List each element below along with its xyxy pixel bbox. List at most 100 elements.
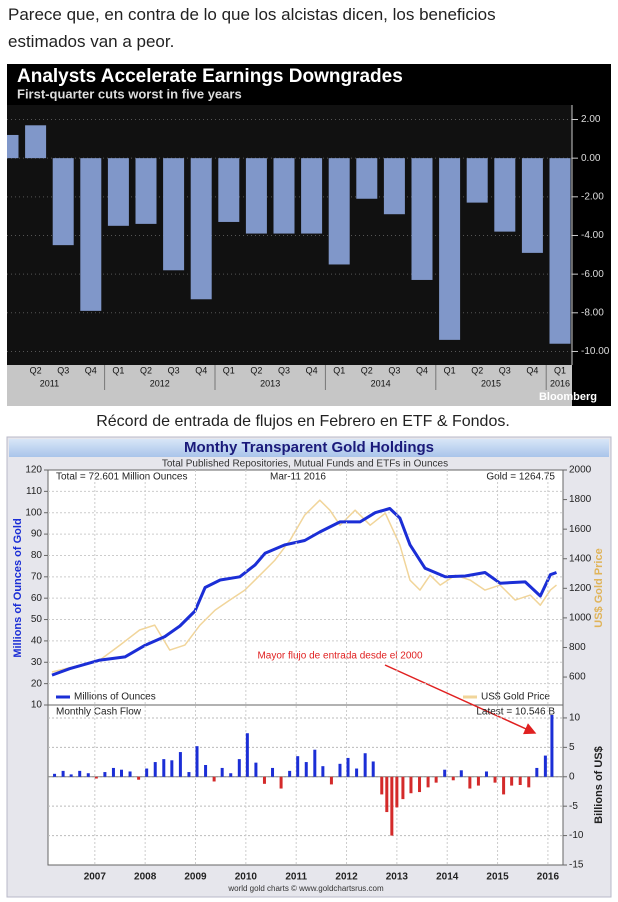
bar bbox=[383, 158, 405, 215]
x-tick-label: 2007 bbox=[84, 872, 107, 883]
caption: Récord de entrada de flujos en Febrero e… bbox=[96, 413, 510, 430]
bar bbox=[535, 767, 539, 777]
bar bbox=[355, 768, 359, 777]
bar bbox=[163, 158, 185, 271]
bar bbox=[162, 759, 166, 777]
x-tick-label: 2010 bbox=[235, 872, 258, 883]
x-tick-label: Q1 bbox=[444, 365, 456, 375]
group-label: 2014 bbox=[371, 378, 391, 388]
bar bbox=[262, 776, 266, 784]
bar bbox=[212, 776, 216, 782]
bar bbox=[494, 158, 516, 232]
x-tick-label: 2014 bbox=[436, 872, 459, 883]
x-tick-label: Q2 bbox=[250, 365, 262, 375]
bar bbox=[301, 158, 323, 234]
x-tick-label: Q4 bbox=[195, 365, 207, 375]
y2-tick-label: 1400 bbox=[569, 553, 592, 564]
chart-subtitle: Total Published Repositories, Mutual Fun… bbox=[162, 459, 448, 470]
bar bbox=[80, 158, 102, 311]
bar bbox=[220, 767, 224, 777]
bar bbox=[518, 776, 522, 785]
bar bbox=[135, 158, 157, 224]
x-tick-label: Q3 bbox=[388, 365, 400, 375]
bar bbox=[170, 760, 174, 777]
bar bbox=[218, 158, 240, 222]
bar bbox=[439, 158, 461, 340]
bar bbox=[380, 776, 384, 795]
bar bbox=[229, 773, 233, 777]
bar bbox=[409, 776, 413, 794]
y-tick-label: -10.00 bbox=[581, 346, 610, 357]
bar bbox=[103, 772, 107, 777]
y-tick-label: 10 bbox=[569, 713, 581, 724]
bar bbox=[543, 755, 547, 777]
bar bbox=[78, 770, 82, 777]
x-tick-label: 2016 bbox=[537, 872, 560, 883]
y-tick-label: 110 bbox=[26, 486, 42, 497]
chart-title: Monthy Transparent Gold Holdings bbox=[184, 439, 434, 456]
x-tick-label: Q1 bbox=[223, 365, 235, 375]
x-tick-label: Q4 bbox=[306, 365, 318, 375]
y-tick-label: 50 bbox=[31, 614, 43, 625]
bar bbox=[493, 776, 497, 783]
y2-tick-label: 1800 bbox=[569, 494, 592, 505]
y-tick-label: -10 bbox=[569, 830, 584, 841]
bar bbox=[107, 158, 129, 226]
bar bbox=[195, 746, 199, 777]
x-tick-label: Q3 bbox=[278, 365, 290, 375]
annotation-arrow bbox=[384, 664, 537, 735]
bar bbox=[411, 158, 433, 280]
chart-subtitle: First-quarter cuts worst in five years bbox=[17, 86, 242, 101]
bar bbox=[25, 125, 47, 159]
y2-tick-label: 2000 bbox=[569, 465, 592, 476]
bar bbox=[137, 776, 141, 780]
y-tick-label: -2.00 bbox=[581, 191, 604, 202]
group-label: 2016 bbox=[550, 378, 570, 388]
source: Bloomberg bbox=[539, 391, 597, 403]
x-tick-label: Q4 bbox=[416, 365, 428, 375]
legend-label: Millions of Ounces bbox=[74, 692, 156, 703]
chart2-plot bbox=[47, 469, 564, 866]
x-tick-label: Q1 bbox=[112, 365, 124, 375]
x-tick-label: Q2 bbox=[471, 365, 483, 375]
bar bbox=[527, 776, 531, 788]
bar bbox=[321, 766, 325, 777]
x-tick-label: 2015 bbox=[486, 872, 509, 883]
y-tick-label: 80 bbox=[31, 550, 43, 561]
x-tick-label: Q1 bbox=[554, 365, 566, 375]
y-tick-label: 90 bbox=[31, 529, 43, 540]
y-tick-label: -6.00 bbox=[581, 269, 604, 280]
bar bbox=[502, 776, 506, 795]
y-tick-label: 30 bbox=[31, 657, 43, 668]
bar bbox=[145, 768, 149, 777]
bar bbox=[304, 762, 308, 777]
chart1-axis-strip bbox=[7, 365, 572, 406]
x-tick-label: Q3 bbox=[168, 365, 180, 375]
bar bbox=[459, 770, 463, 777]
x-tick-label: 2011 bbox=[285, 872, 307, 883]
x-tick-label: Q3 bbox=[57, 365, 69, 375]
annotation: Latest = 10.546 B bbox=[476, 707, 555, 718]
x-tick-label: Q2 bbox=[140, 365, 152, 375]
bar bbox=[94, 776, 98, 779]
y-tick-label: -8.00 bbox=[581, 307, 604, 318]
annotation: Gold = 1264.75 bbox=[486, 472, 555, 483]
y2-tick-label: 1600 bbox=[569, 524, 592, 535]
bar bbox=[296, 756, 300, 777]
annotation: Total = 72.601 Million Ounces bbox=[56, 472, 187, 483]
group-label: 2012 bbox=[150, 378, 170, 388]
y2-tick-label: 800 bbox=[569, 642, 586, 653]
y2-tick-label: 600 bbox=[569, 672, 586, 683]
bar bbox=[190, 158, 212, 300]
bar bbox=[254, 762, 258, 777]
y-tick-label: 100 bbox=[25, 507, 42, 518]
intro-text: Parece que, en contra de lo que los alci… bbox=[8, 5, 496, 51]
group-label: 2011 bbox=[40, 378, 59, 388]
bar bbox=[476, 776, 480, 786]
x-tick-label: Q3 bbox=[499, 365, 511, 375]
y-axis-label: Billions of US$ bbox=[593, 746, 605, 824]
x-tick-label: Q4 bbox=[526, 365, 538, 375]
series-line bbox=[51, 507, 558, 677]
bar bbox=[443, 769, 447, 777]
